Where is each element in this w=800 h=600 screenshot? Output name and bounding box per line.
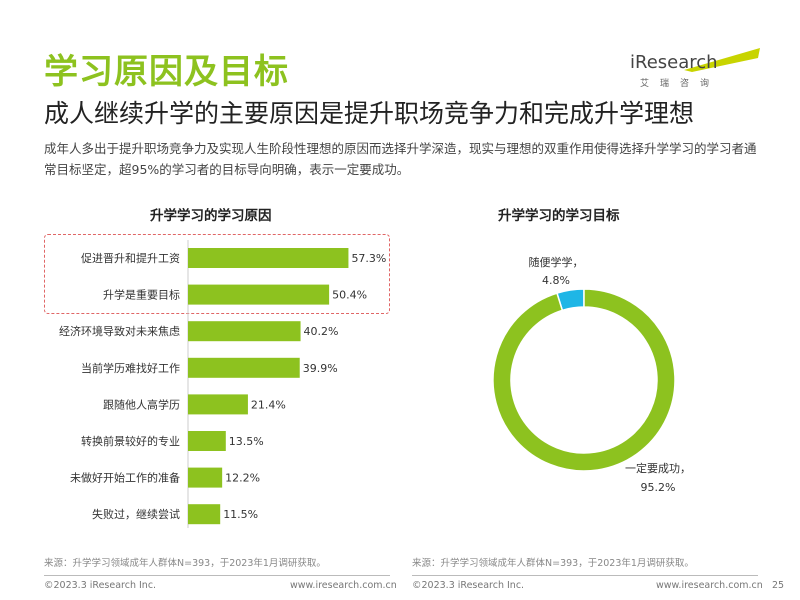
bar-category-label: 经济环境导致对未来焦虑 bbox=[59, 324, 180, 338]
bar-category-label: 转换前景较好的专业 bbox=[81, 434, 180, 448]
url-left: www.iresearch.com.cn bbox=[290, 580, 397, 591]
url-right: www.iresearch.com.cn bbox=[656, 580, 763, 591]
bar-category-label: 升学是重要目标 bbox=[103, 288, 180, 302]
summary-paragraph: 成年人多出于提升职场竞争力及实现人生阶段性理想的原因而选择升学深造，现实与理想的… bbox=[44, 141, 757, 177]
bar-category-label: 跟随他人高学历 bbox=[103, 397, 180, 411]
section-title: 学习原因及目标 bbox=[44, 52, 289, 92]
source-note-left: 来源：升学学习领域成年人群体N=393，于2023年1月调研获取。 bbox=[44, 558, 326, 569]
bar bbox=[188, 321, 301, 342]
donut-chart-title: 升学学习的学习目标 bbox=[498, 208, 620, 224]
copyright-left: ©2023.3 iResearch Inc. bbox=[44, 580, 157, 591]
bar-value-label: 12.2% bbox=[225, 472, 260, 485]
page-headline: 成人继续升学的主要原因是提升职场竞争力和完成升学理想 bbox=[44, 99, 695, 128]
bar-chart-title: 升学学习的学习原因 bbox=[150, 208, 272, 224]
logo-swoosh-icon bbox=[684, 48, 760, 72]
bar-category-label: 失败过，继续尝试 bbox=[92, 507, 180, 521]
logo-subtitle: 艾瑞咨询 bbox=[640, 79, 721, 89]
bar-value-label: 11.5% bbox=[223, 508, 258, 521]
highlight-box bbox=[44, 234, 390, 314]
bar bbox=[188, 431, 226, 451]
logo-text: iResearch bbox=[630, 52, 718, 73]
source-note-right: 来源：升学学习领域成年人群体N=393，于2023年1月调研获取。 bbox=[412, 558, 694, 569]
bar-value-label: 13.5% bbox=[229, 435, 264, 448]
bar bbox=[188, 248, 349, 268]
page-number: 25 bbox=[772, 580, 785, 591]
bar-value-label: 50.4% bbox=[332, 289, 367, 302]
bar bbox=[188, 357, 300, 378]
bar bbox=[188, 467, 223, 488]
bar bbox=[188, 504, 221, 525]
footer-divider-right bbox=[412, 575, 758, 576]
bar-category-label: 未做好开始工作的准备 bbox=[70, 471, 180, 485]
bar-value-label: 40.2% bbox=[304, 325, 339, 338]
bar-value-label: 39.9% bbox=[303, 362, 338, 375]
footer-divider-left bbox=[44, 575, 390, 576]
iresearch-logo: iResearch 艾瑞咨询 bbox=[630, 30, 760, 90]
bar bbox=[188, 284, 330, 305]
bar-category-label: 当前学历难找好工作 bbox=[81, 361, 180, 375]
bar bbox=[188, 394, 248, 415]
copyright-right: ©2023.3 iResearch Inc. bbox=[412, 580, 525, 591]
bar-category-label: 促进晋升和提升工资 bbox=[81, 251, 180, 265]
bar-value-label: 21.4% bbox=[251, 398, 286, 411]
bar-value-label: 57.3% bbox=[351, 252, 386, 265]
